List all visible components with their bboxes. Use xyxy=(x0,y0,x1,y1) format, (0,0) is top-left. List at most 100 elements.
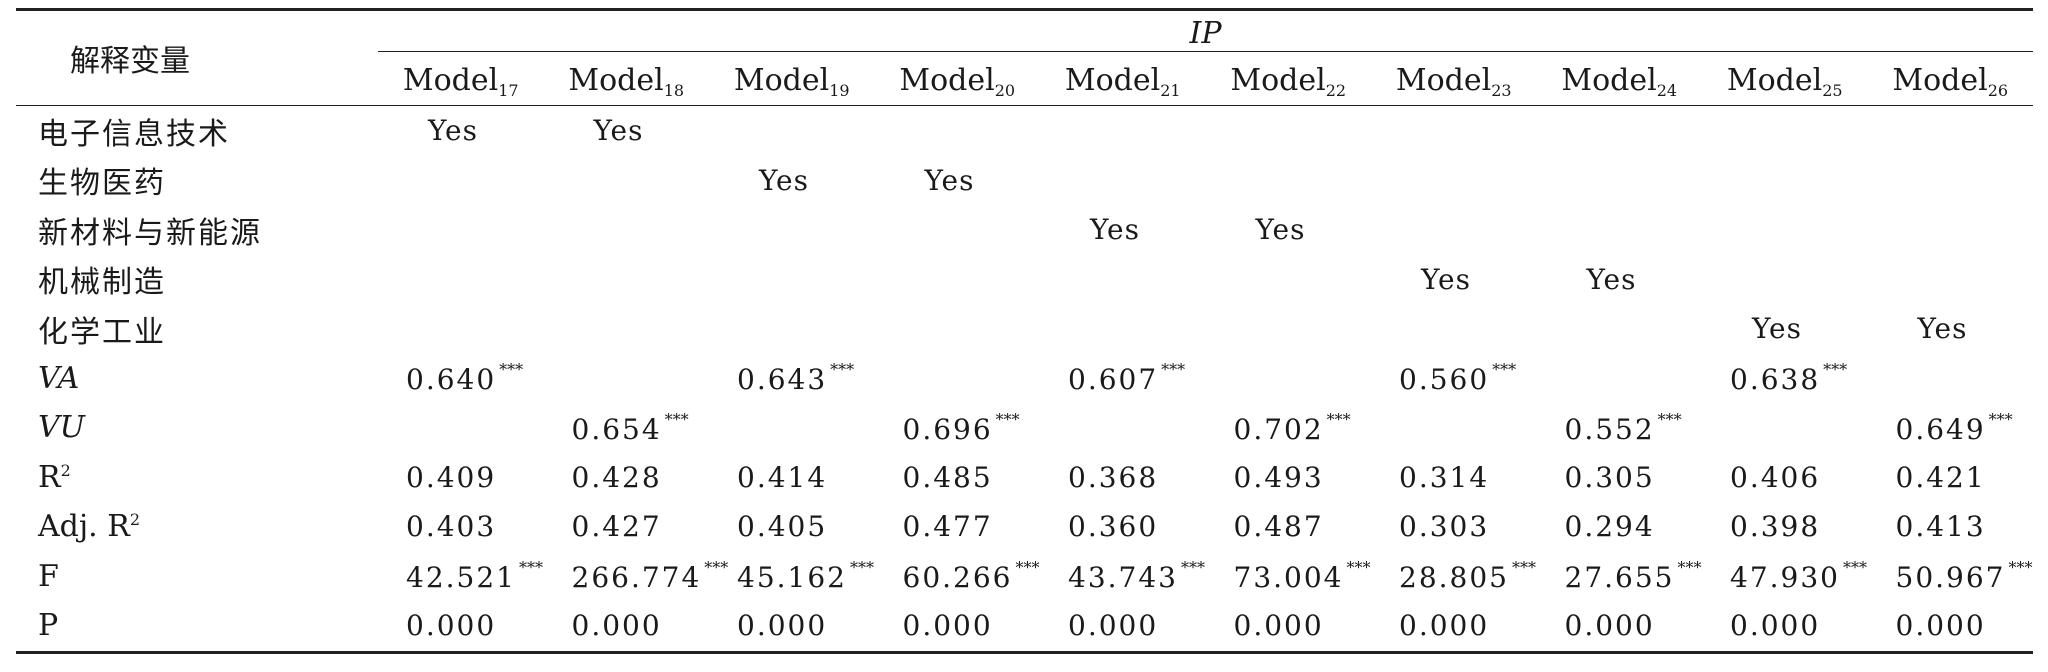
row-label: VU xyxy=(16,403,378,453)
row-label-text: 化学工业 xyxy=(38,314,166,350)
table-cell: 0.314 xyxy=(1371,453,1537,503)
table-cell: 0.303 xyxy=(1371,502,1537,552)
table-row: R2 0.409 0.428 0.414 0.485 0.368 0.493 0.314 0.3… xyxy=(16,453,2033,503)
row-label: 生物医药 xyxy=(16,156,378,206)
table-cell: 0.000 xyxy=(709,601,875,652)
table-cell xyxy=(1702,156,1868,206)
table-cell xyxy=(1702,205,1868,255)
cell-value: Yes xyxy=(1752,312,1802,346)
row-label-superscript: 2 xyxy=(60,460,71,480)
table-cell xyxy=(1040,255,1206,305)
cell-value: 47.930 xyxy=(1730,561,1840,595)
table-cell xyxy=(875,255,1041,305)
cell-value: 0.428 xyxy=(571,460,662,494)
table-cell xyxy=(875,106,1041,156)
cell-value: 0.409 xyxy=(406,460,497,494)
cell-value: 0.560 xyxy=(1399,363,1490,397)
table-cell xyxy=(1868,156,2034,206)
table-cell xyxy=(544,205,710,255)
table-cell: 0.368 xyxy=(1040,453,1206,503)
cell-value: 60.266 xyxy=(902,561,1013,595)
table-cell xyxy=(544,304,710,354)
row-label: 电子信息技术 xyxy=(16,106,378,156)
table-cell: 0.654 *** xyxy=(544,403,710,453)
cell-value: 0.552 xyxy=(1564,412,1655,446)
cell-value: 0.305 xyxy=(1564,460,1655,494)
model-header-23: Model23 xyxy=(1371,57,1537,106)
table-cell: Yes xyxy=(1206,205,1372,255)
cell-value: 0.000 xyxy=(1564,609,1655,643)
row-label-text: 机械制造 xyxy=(38,265,166,301)
table-cell: 0.702 *** xyxy=(1206,403,1372,453)
significance-stars: *** xyxy=(1657,409,1682,429)
model-name: Model xyxy=(1726,62,1823,98)
cell-value: 50.967 xyxy=(1895,561,2006,595)
model-header-21: Model21 xyxy=(1040,57,1206,106)
table-cell xyxy=(1206,156,1372,206)
cell-value: 0.405 xyxy=(737,510,828,544)
table-cell: Yes xyxy=(709,156,875,206)
model-number: 20 xyxy=(994,80,1016,100)
table-cell xyxy=(378,156,544,206)
cell-value: 45.162 xyxy=(737,561,847,595)
table-cell xyxy=(1040,304,1206,354)
model-name: Model xyxy=(733,62,830,98)
row-label: P xyxy=(16,601,378,652)
row-label-text: 新材料与新能源 xyxy=(38,215,262,251)
cell-value: Yes xyxy=(924,163,975,197)
table-cell: 0.487 xyxy=(1206,502,1372,552)
row-label: 新材料与新能源 xyxy=(16,205,378,255)
table-cell: 0.607 *** xyxy=(1040,354,1206,404)
cell-value: 28.805 xyxy=(1399,561,1509,595)
cell-value: Yes xyxy=(1255,213,1306,247)
table-cell xyxy=(709,255,875,305)
table-cell: Yes xyxy=(1537,255,1703,305)
group-header-label: IP xyxy=(1189,16,1222,51)
table-cell: 0.649 *** xyxy=(1868,403,2034,453)
table-cell xyxy=(1371,304,1537,354)
table-cell xyxy=(378,205,544,255)
table-cell xyxy=(1868,205,2034,255)
model-name: Model xyxy=(1892,62,1988,98)
table-cell: 0.294 xyxy=(1537,502,1703,552)
significance-stars: *** xyxy=(1326,409,1351,429)
model-header-22: Model22 xyxy=(1206,57,1372,106)
cell-value: Yes xyxy=(593,114,644,148)
model-number: 24 xyxy=(1656,80,1678,100)
cell-value: 0.406 xyxy=(1730,460,1821,494)
table-cell: 0.409 xyxy=(378,453,544,503)
table-cell: 0.413 xyxy=(1868,502,2034,552)
model-header-19: Model19 xyxy=(709,57,875,106)
cell-value: 0.000 xyxy=(1730,609,1821,643)
table-cell: Yes xyxy=(1702,304,1868,354)
table-cell: 0.405 xyxy=(709,502,875,552)
table-cell: 0.421 xyxy=(1868,453,2034,503)
table-cell: 0.360 xyxy=(1040,502,1206,552)
cell-value: 0.294 xyxy=(1564,510,1655,544)
row-label: F xyxy=(16,552,378,602)
cell-value: 27.655 xyxy=(1564,561,1675,595)
table-cell: 0.428 xyxy=(544,453,710,503)
model-name: Model xyxy=(1561,62,1657,98)
significance-stars: *** xyxy=(1511,558,1536,578)
table-cell xyxy=(1537,354,1703,404)
table-cell xyxy=(875,354,1041,404)
cell-value: 0.640 xyxy=(406,363,497,397)
model-number: 19 xyxy=(829,80,850,100)
table-cell xyxy=(875,205,1041,255)
model-header-18: Model18 xyxy=(544,57,710,106)
significance-stars: *** xyxy=(1346,558,1371,578)
table-cell xyxy=(1868,106,2034,156)
regression-table: 解释变量 IP Model17 Model18 Model19 Model20 Mode… xyxy=(16,8,2033,654)
cell-value: 0.427 xyxy=(571,510,662,544)
cell-value: 0.638 xyxy=(1730,363,1821,397)
table-row: 机械制造 Yes Yes xyxy=(16,255,2033,305)
cell-value: 0.000 xyxy=(902,609,993,643)
table-cell xyxy=(709,205,875,255)
significance-stars: *** xyxy=(995,409,1020,429)
table-cell: 0.643 *** xyxy=(709,354,875,404)
table-cell: Yes xyxy=(1868,304,2034,354)
table-cell: 0.000 xyxy=(544,601,710,652)
significance-stars: *** xyxy=(1677,558,1702,578)
table-cell: 0.493 xyxy=(1206,453,1372,503)
